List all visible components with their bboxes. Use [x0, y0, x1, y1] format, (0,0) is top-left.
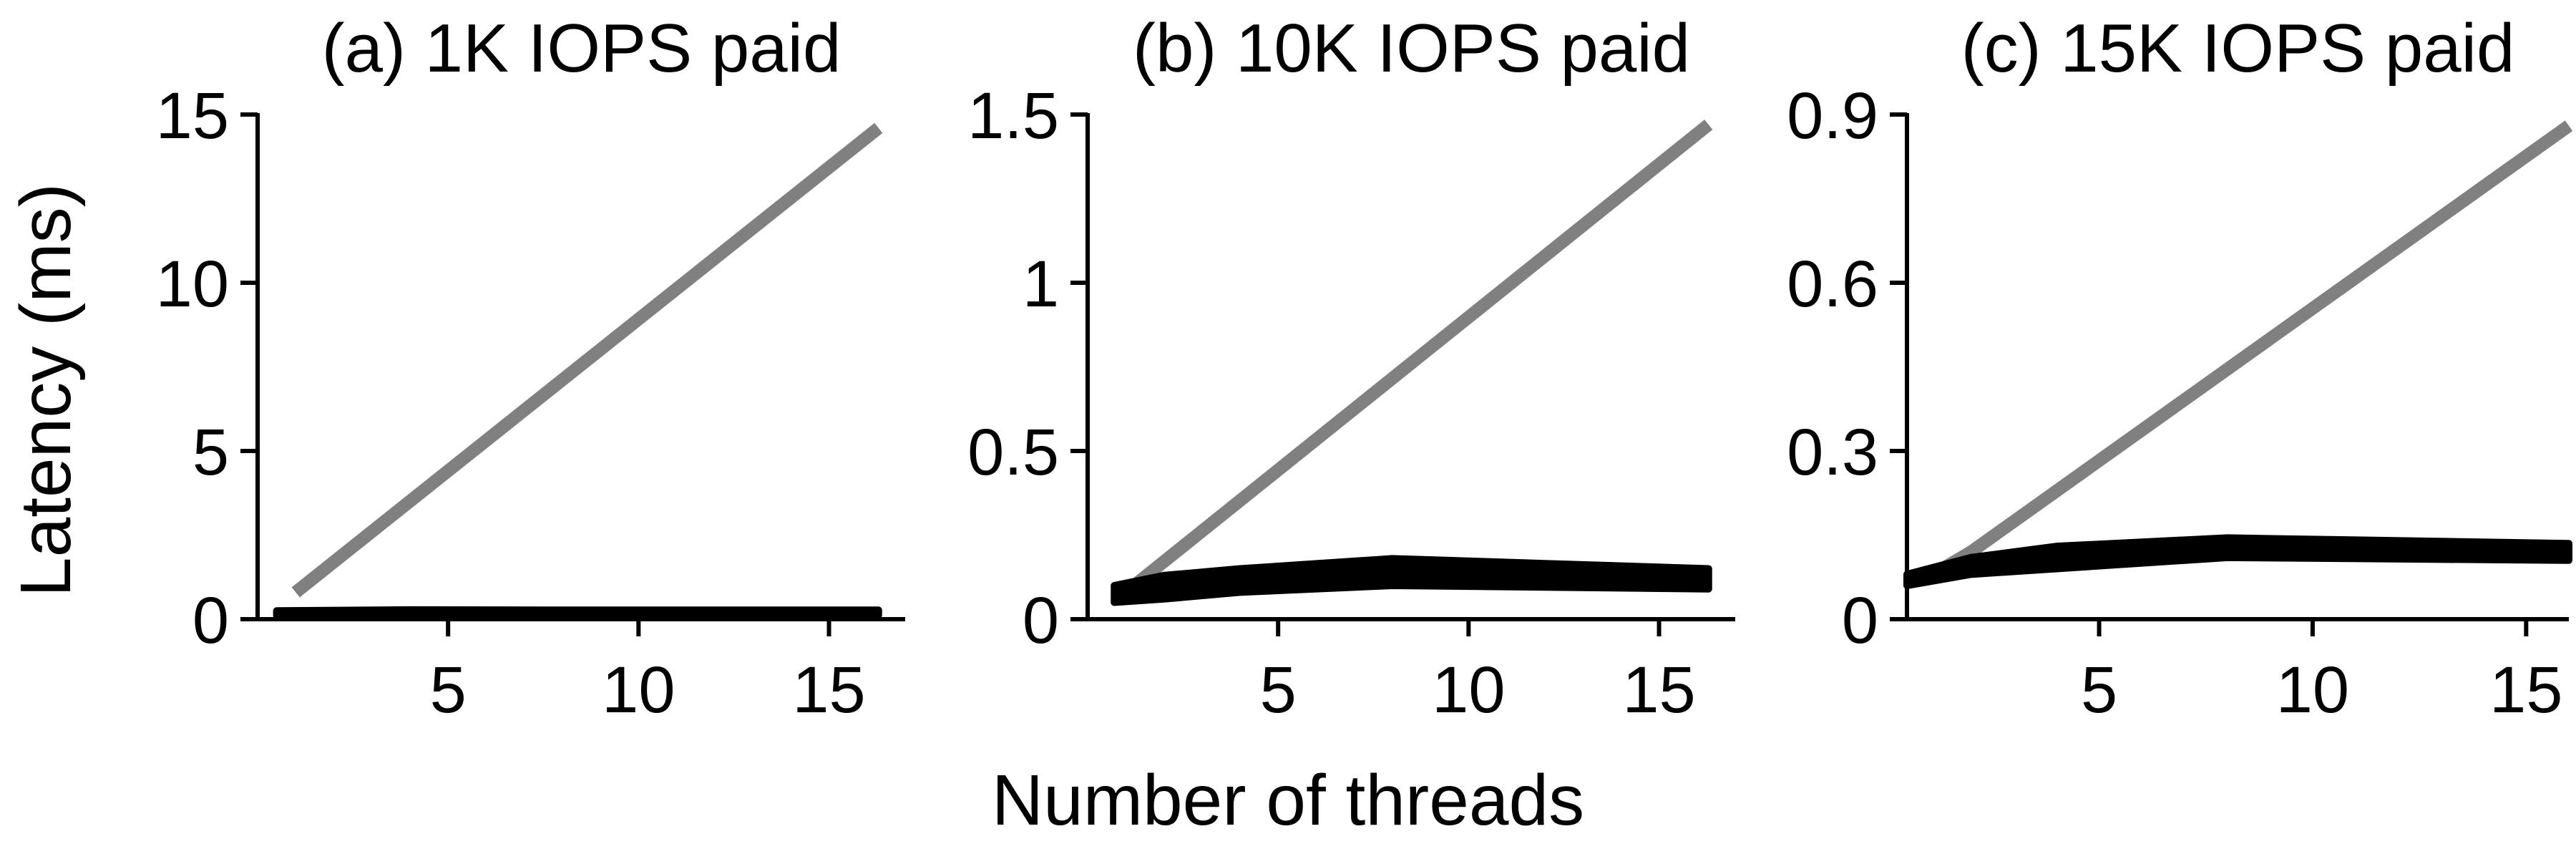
series-band-2 [1903, 534, 2572, 589]
panel-title: (b) 10K IOPS paid [1133, 10, 1690, 87]
panel-title: (a) 1K IOPS paid [322, 10, 841, 87]
x-tick-label: 10 [602, 654, 675, 727]
y-tick-label: 0 [1842, 584, 1878, 657]
panel-2: (b) 10K IOPS paid 0 0.5 1 1.5 5 10 15 [967, 10, 1735, 727]
x-axis-title: Number of threads [992, 760, 1584, 840]
panel-1: (a) 1K IOPS paid 0 5 10 15 5 10 15 [156, 10, 905, 727]
y-tick-label: 15 [156, 79, 229, 152]
series-line-1 [1121, 120, 1713, 598]
y-tick-label: 0.5 [967, 416, 1059, 489]
y-tick-label: 1 [1023, 248, 1059, 321]
y-tick-label: 0.3 [1787, 416, 1878, 489]
series-line-1 [291, 122, 883, 598]
series-line-1 [1925, 120, 2573, 583]
y-tick-label: 0.6 [1787, 248, 1878, 321]
y-tick-label: 0 [1023, 584, 1059, 657]
y-tick-label: 0.9 [1787, 79, 1878, 152]
series-band-2 [273, 606, 882, 620]
series-band-2 [1111, 555, 1712, 606]
x-tick-label: 15 [2489, 654, 2562, 727]
y-tick-label: 5 [192, 416, 229, 489]
y-tick-label: 0 [192, 584, 229, 657]
x-tick-label: 10 [1432, 654, 1505, 727]
x-tick-label: 5 [430, 654, 467, 727]
panel-title: (c) 15K IOPS paid [1961, 10, 2515, 87]
x-tick-label: 15 [792, 654, 865, 727]
panel-3: (c) 15K IOPS paid 0 0.3 0.6 0.9 5 10 15 [1787, 10, 2573, 727]
x-tick-label: 10 [2276, 654, 2349, 727]
y-tick-label: 10 [156, 248, 229, 321]
y-tick-label: 1.5 [967, 79, 1059, 152]
y-axis-title: Latency (ms) [6, 183, 86, 597]
x-tick-label: 5 [1260, 654, 1297, 727]
x-tick-label: 15 [1622, 654, 1695, 727]
x-tick-label: 5 [2081, 654, 2117, 727]
